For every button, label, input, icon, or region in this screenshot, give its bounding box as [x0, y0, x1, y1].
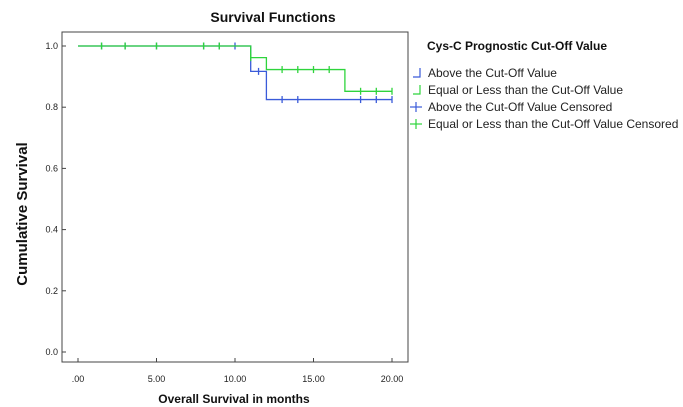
legend: Cys-C Prognostic Cut-Off Value Above the… — [410, 39, 678, 131]
x-tick-label: .00 — [72, 374, 85, 384]
y-tick-label: 0.0 — [45, 347, 58, 357]
legend-swatch — [413, 85, 421, 95]
series-layer — [78, 42, 393, 104]
plot-frame — [61, 31, 409, 363]
x-tick-label: 20.00 — [381, 374, 404, 384]
legend-items: Above the Cut-Off Value Equal or Less tha… — [410, 66, 678, 131]
legend-label: Equal or Less than the Cut-Off Value Cen… — [428, 117, 678, 131]
legend-item-equal-or-less-censored: Equal or Less than the Cut-Off Value Cen… — [410, 117, 678, 131]
legend-label: Equal or Less than the Cut-Off Value — [428, 83, 623, 97]
y-tick-label: 1.0 — [45, 41, 58, 51]
legend-swatch — [413, 68, 421, 78]
x-tick-label: 5.00 — [148, 374, 166, 384]
chart-title: Survival Functions — [210, 9, 335, 25]
x-axis-label: Overall Survival in months — [158, 392, 310, 406]
legend-item-equal-or-less: Equal or Less than the Cut-Off Value — [413, 83, 623, 97]
legend-label: Above the Cut-Off Value Censored — [428, 100, 612, 114]
y-axis: 0.0 0.2 0.4 0.6 0.8 1.0 — [45, 41, 66, 357]
legend-item-above-censored: Above the Cut-Off Value Censored — [410, 100, 612, 114]
legend-label: Above the Cut-Off Value — [428, 66, 557, 80]
legend-item-above: Above the Cut-Off Value — [413, 66, 557, 80]
x-axis: .00 5.00 10.00 15.00 20.00 — [72, 358, 404, 384]
legend-title: Cys-C Prognostic Cut-Off Value — [427, 39, 607, 53]
y-tick-label: 0.6 — [45, 163, 58, 173]
x-tick-label: 15.00 — [302, 374, 325, 384]
survival-line-equal-or-less — [78, 45, 392, 92]
y-tick-label: 0.4 — [45, 225, 58, 235]
y-tick-label: 0.2 — [45, 286, 58, 296]
x-tick-label: 10.00 — [224, 374, 247, 384]
y-tick-label: 0.8 — [45, 102, 58, 112]
y-axis-label: Cumulative Survival — [14, 142, 31, 285]
